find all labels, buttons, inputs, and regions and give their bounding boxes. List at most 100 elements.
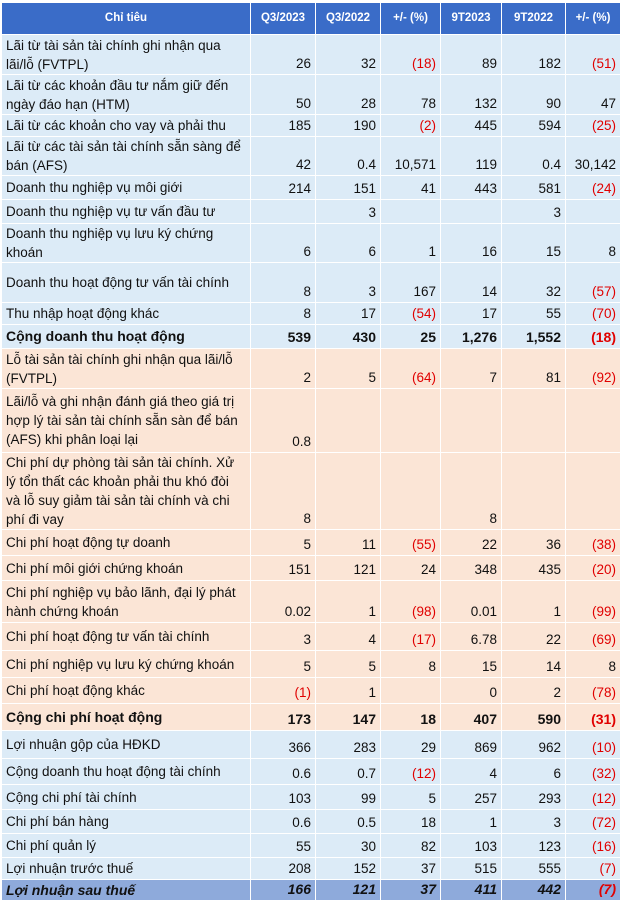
cell-value: (2): [380, 114, 441, 137]
cell-value: 24: [380, 555, 441, 581]
cell-value: 366: [250, 730, 316, 759]
row-label: Doanh thu hoạt động tư vấn tài chính: [1, 262, 251, 303]
cell-value: 283: [315, 730, 381, 759]
cell-value: 0.4: [501, 136, 566, 176]
column-header: 9T2022: [501, 2, 566, 35]
cell-value: 3: [501, 199, 566, 224]
empty-cell: [380, 452, 441, 530]
empty-cell: [250, 199, 316, 224]
empty-cell: [501, 388, 566, 453]
cell-value: (54): [380, 302, 441, 325]
cell-value: 1: [440, 809, 502, 834]
table-row: Chi phí môi giới chứng khoán 151 121 24 348 4…: [1, 555, 621, 581]
table-row: Lãi từ các khoản cho vay và phải thu 185 1…: [1, 114, 621, 137]
cell-value: (17): [380, 622, 441, 651]
cell-value: 18: [380, 809, 441, 834]
table-row: Doanh thu nghiệp vụ tư vấn đầu tư 3 3: [1, 199, 621, 224]
cell-value: 89: [440, 34, 502, 75]
cell-value: 29: [380, 730, 441, 759]
cell-value: 0.8: [250, 388, 316, 453]
table-row: Cộng chi phí hoạt động 173 147 18 407 590 (31): [1, 703, 621, 731]
column-header: Q3/2022: [315, 2, 381, 35]
cell-value: 8: [250, 302, 316, 325]
cell-value: 22: [501, 622, 566, 651]
cell-value: (69): [565, 622, 621, 651]
cell-value: 407: [440, 703, 502, 731]
cell-value: 10,571: [380, 136, 441, 176]
cell-value: 81: [501, 348, 566, 389]
cell-value: 8: [250, 262, 316, 303]
cell-value: 8: [565, 223, 621, 263]
cell-value: 103: [440, 833, 502, 858]
table-row: Cộng chi phí tài chính 103 99 5 257 293 (12): [1, 784, 621, 810]
cell-value: 17: [315, 302, 381, 325]
row-label: Doanh thu nghiệp vụ tư vấn đầu tư: [1, 199, 251, 224]
empty-cell: [380, 199, 441, 224]
cell-value: 8: [440, 452, 502, 530]
cell-value: 90: [501, 74, 566, 115]
empty-cell: [440, 388, 502, 453]
cell-value: 3: [501, 809, 566, 834]
cell-value: 15: [440, 650, 502, 678]
cell-value: 55: [250, 833, 316, 858]
cell-value: 869: [440, 730, 502, 759]
cell-value: 5: [315, 348, 381, 389]
cell-value: 15: [501, 223, 566, 263]
row-label: Lãi từ các khoản cho vay và phải thu: [1, 114, 251, 137]
cell-value: 41: [380, 175, 441, 200]
row-label: Lợi nhuận trước thuế: [1, 857, 251, 880]
column-header: Q3/2023: [250, 2, 316, 35]
cell-value: 581: [501, 175, 566, 200]
cell-value: 7: [440, 348, 502, 389]
cell-value: (31): [565, 703, 621, 731]
cell-value: 590: [501, 703, 566, 731]
cell-value: 16: [440, 223, 502, 263]
cell-value: 25: [380, 324, 441, 349]
cell-value: 36: [501, 529, 566, 556]
cell-value: (99): [565, 580, 621, 623]
cell-value: (92): [565, 348, 621, 389]
cell-value: 555: [501, 857, 566, 880]
cell-value: 962: [501, 730, 566, 759]
cell-value: 166: [250, 879, 316, 901]
cell-value: 435: [501, 555, 566, 581]
cell-value: 0.5: [315, 809, 381, 834]
cell-value: (18): [565, 324, 621, 349]
cell-value: (72): [565, 809, 621, 834]
cell-value: 18: [380, 703, 441, 731]
table-row: Doanh thu nghiệp vụ lưu ký chứng khoán 6 6…: [1, 223, 621, 263]
row-label: Chi phí quản lý: [1, 833, 251, 858]
cell-value: (55): [380, 529, 441, 556]
row-label: Chi phí dự phòng tài sản tài chính. Xử l…: [1, 452, 251, 530]
cell-value: 8: [250, 452, 316, 530]
table-row: Lãi/lỗ và ghi nhận đánh giá theo giá trị…: [1, 388, 621, 453]
cell-value: (25): [565, 114, 621, 137]
table-row: Lãi từ tài sản tài chính ghi nhận qua lã…: [1, 34, 621, 75]
cell-value: 123: [501, 833, 566, 858]
cell-value: (38): [565, 529, 621, 556]
table-row: Doanh thu nghiệp vụ môi giới 214 151 41 443 5…: [1, 175, 621, 200]
table-row: Chi phí hoạt động tư vấn tài chính 3 4 (17)…: [1, 622, 621, 651]
cell-value: 430: [315, 324, 381, 349]
cell-value: (18): [380, 34, 441, 75]
row-label: Lãi từ các tài sản tài chính sẵn sàng để…: [1, 136, 251, 176]
cell-value: (57): [565, 262, 621, 303]
cell-value: 293: [501, 784, 566, 810]
cell-value: 82: [380, 833, 441, 858]
cell-value: 6: [501, 758, 566, 785]
table-row: Lãi từ các khoản đầu tư nắm giữ đến ngày…: [1, 74, 621, 115]
row-label: Lợi nhuận gộp của HĐKD: [1, 730, 251, 759]
cell-value: (98): [380, 580, 441, 623]
cell-value: 6: [315, 223, 381, 263]
row-label: Chi phí môi giới chứng khoán: [1, 555, 251, 581]
cell-value: 8: [380, 650, 441, 678]
cell-value: 2: [250, 348, 316, 389]
cell-value: (10): [565, 730, 621, 759]
cell-value: 257: [440, 784, 502, 810]
cell-value: 1: [380, 223, 441, 263]
cell-value: (51): [565, 34, 621, 75]
cell-value: (16): [565, 833, 621, 858]
cell-value: 3: [315, 262, 381, 303]
cell-value: 167: [380, 262, 441, 303]
